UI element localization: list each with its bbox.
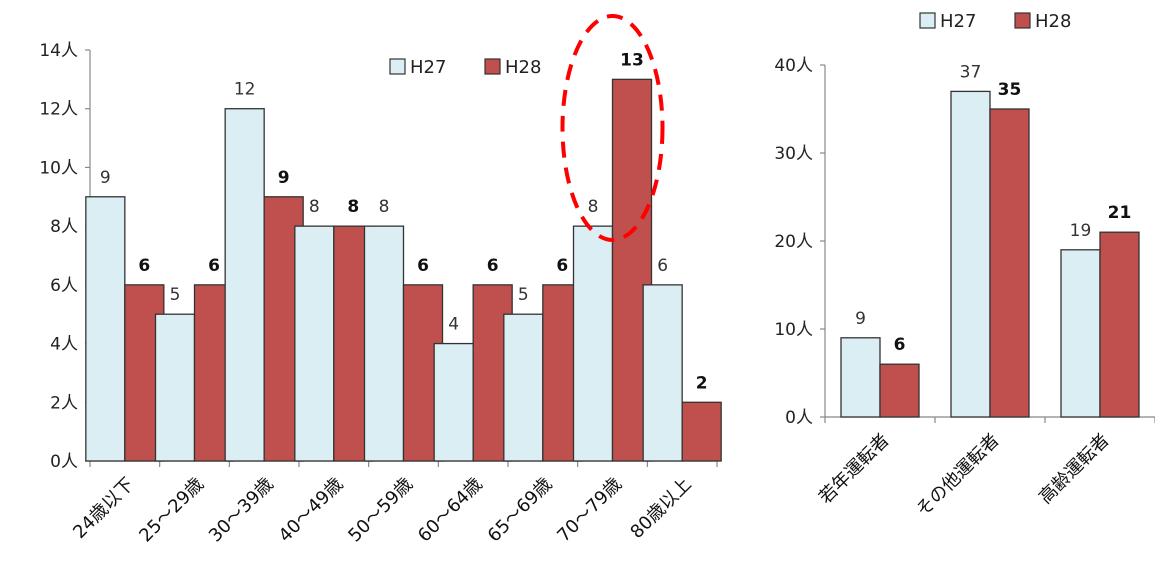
x-category-label: 70～79歳 xyxy=(553,474,626,547)
data-label: 8 xyxy=(347,197,359,217)
x-category-label: 若年運転者 xyxy=(815,430,893,508)
data-label: 5 xyxy=(170,285,181,305)
bar-h27 xyxy=(363,225,405,462)
data-label: 8 xyxy=(309,197,320,217)
data-label: 9 xyxy=(278,168,290,188)
legend-swatch-h27 xyxy=(389,58,406,75)
y-tick-label: 40人 xyxy=(774,56,813,76)
data-label: 2 xyxy=(696,373,708,393)
data-label: 8 xyxy=(379,197,390,217)
legend-label: H27 xyxy=(940,11,976,32)
data-label: 6 xyxy=(657,256,668,276)
bar-h27 xyxy=(433,342,474,462)
y-tick-label: 6人 xyxy=(50,276,78,296)
data-label: 12 xyxy=(234,80,256,100)
y-tick-label: 10人 xyxy=(774,320,813,340)
x-category-label: 30～39歳 xyxy=(205,474,278,547)
legend-swatch-h27 xyxy=(919,12,936,29)
data-label: 6 xyxy=(417,256,429,276)
x-category-label: その他運転者 xyxy=(912,430,1003,521)
data-label: 6 xyxy=(894,335,906,355)
data-label: 13 xyxy=(620,50,644,70)
data-label: 6 xyxy=(487,256,499,276)
data-label: 9 xyxy=(855,309,866,329)
legend-swatch-h28 xyxy=(484,58,501,75)
data-label: 6 xyxy=(556,256,568,276)
x-category-label: 40～49歳 xyxy=(275,474,348,547)
x-category-label: 24歳以下 xyxy=(69,474,138,543)
y-tick-label: 12人 xyxy=(39,100,78,120)
bar-h27 xyxy=(154,313,196,462)
bar-h27 xyxy=(503,313,544,462)
y-tick-label: 0人 xyxy=(785,408,813,428)
y-tick-label: 30人 xyxy=(774,144,813,164)
data-label: 9 xyxy=(100,168,111,188)
data-label: 6 xyxy=(208,256,220,276)
y-tick-label: 14人 xyxy=(39,41,78,61)
x-category-label: 50～59歳 xyxy=(344,474,417,547)
bar-h27 xyxy=(642,284,683,462)
y-tick-label: 0人 xyxy=(50,452,78,472)
bar-h28 xyxy=(879,363,920,418)
legend-label: H28 xyxy=(505,57,541,78)
highlight-ellipse xyxy=(560,14,665,242)
data-label: 37 xyxy=(960,62,982,82)
bar-h27 xyxy=(840,337,881,418)
y-tick-label: 8人 xyxy=(50,217,78,237)
data-label: 4 xyxy=(448,315,459,335)
bar-h27 xyxy=(950,90,991,418)
bar-h28 xyxy=(989,108,1030,418)
bar-h28 xyxy=(1099,231,1140,418)
y-tick-label: 10人 xyxy=(39,158,78,178)
data-label: 5 xyxy=(518,285,529,305)
data-label: 8 xyxy=(588,197,599,217)
legend-swatch-h28 xyxy=(1014,12,1031,29)
bar-h27 xyxy=(1060,249,1101,418)
bar-h27 xyxy=(224,108,265,462)
x-category-label: 60～64歳 xyxy=(414,474,487,547)
x-category-label: 25～29歳 xyxy=(135,474,208,547)
data-label: 6 xyxy=(138,256,150,276)
bar-h27 xyxy=(85,196,126,462)
y-tick-label: 2人 xyxy=(50,393,78,413)
y-tick-label: 20人 xyxy=(774,232,813,252)
x-category-label: 高齢運転者 xyxy=(1035,430,1113,508)
bar-h28 xyxy=(681,401,722,462)
x-category-label: 80歳以上 xyxy=(626,474,695,543)
bar-h27 xyxy=(294,225,335,462)
x-category-label: 65～69歳 xyxy=(484,474,557,547)
bar-h27 xyxy=(572,225,614,462)
legend-label: H28 xyxy=(1035,11,1071,32)
y-tick-label: 4人 xyxy=(50,335,78,355)
data-label: 21 xyxy=(1108,203,1132,223)
data-label: 35 xyxy=(998,80,1022,100)
legend-label: H27 xyxy=(410,57,446,78)
data-label: 19 xyxy=(1070,221,1092,241)
